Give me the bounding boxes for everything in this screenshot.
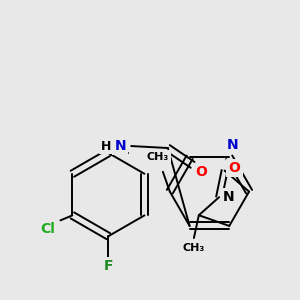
Text: O: O — [229, 160, 240, 175]
Text: N: N — [223, 190, 235, 204]
Text: F: F — [103, 259, 113, 273]
Text: O: O — [196, 165, 208, 179]
Text: CH₃: CH₃ — [147, 152, 169, 162]
Text: N: N — [115, 139, 126, 153]
Text: CH₃: CH₃ — [183, 243, 205, 253]
Text: H: H — [101, 140, 112, 152]
Text: N: N — [226, 138, 238, 152]
Text: Cl: Cl — [40, 222, 55, 236]
